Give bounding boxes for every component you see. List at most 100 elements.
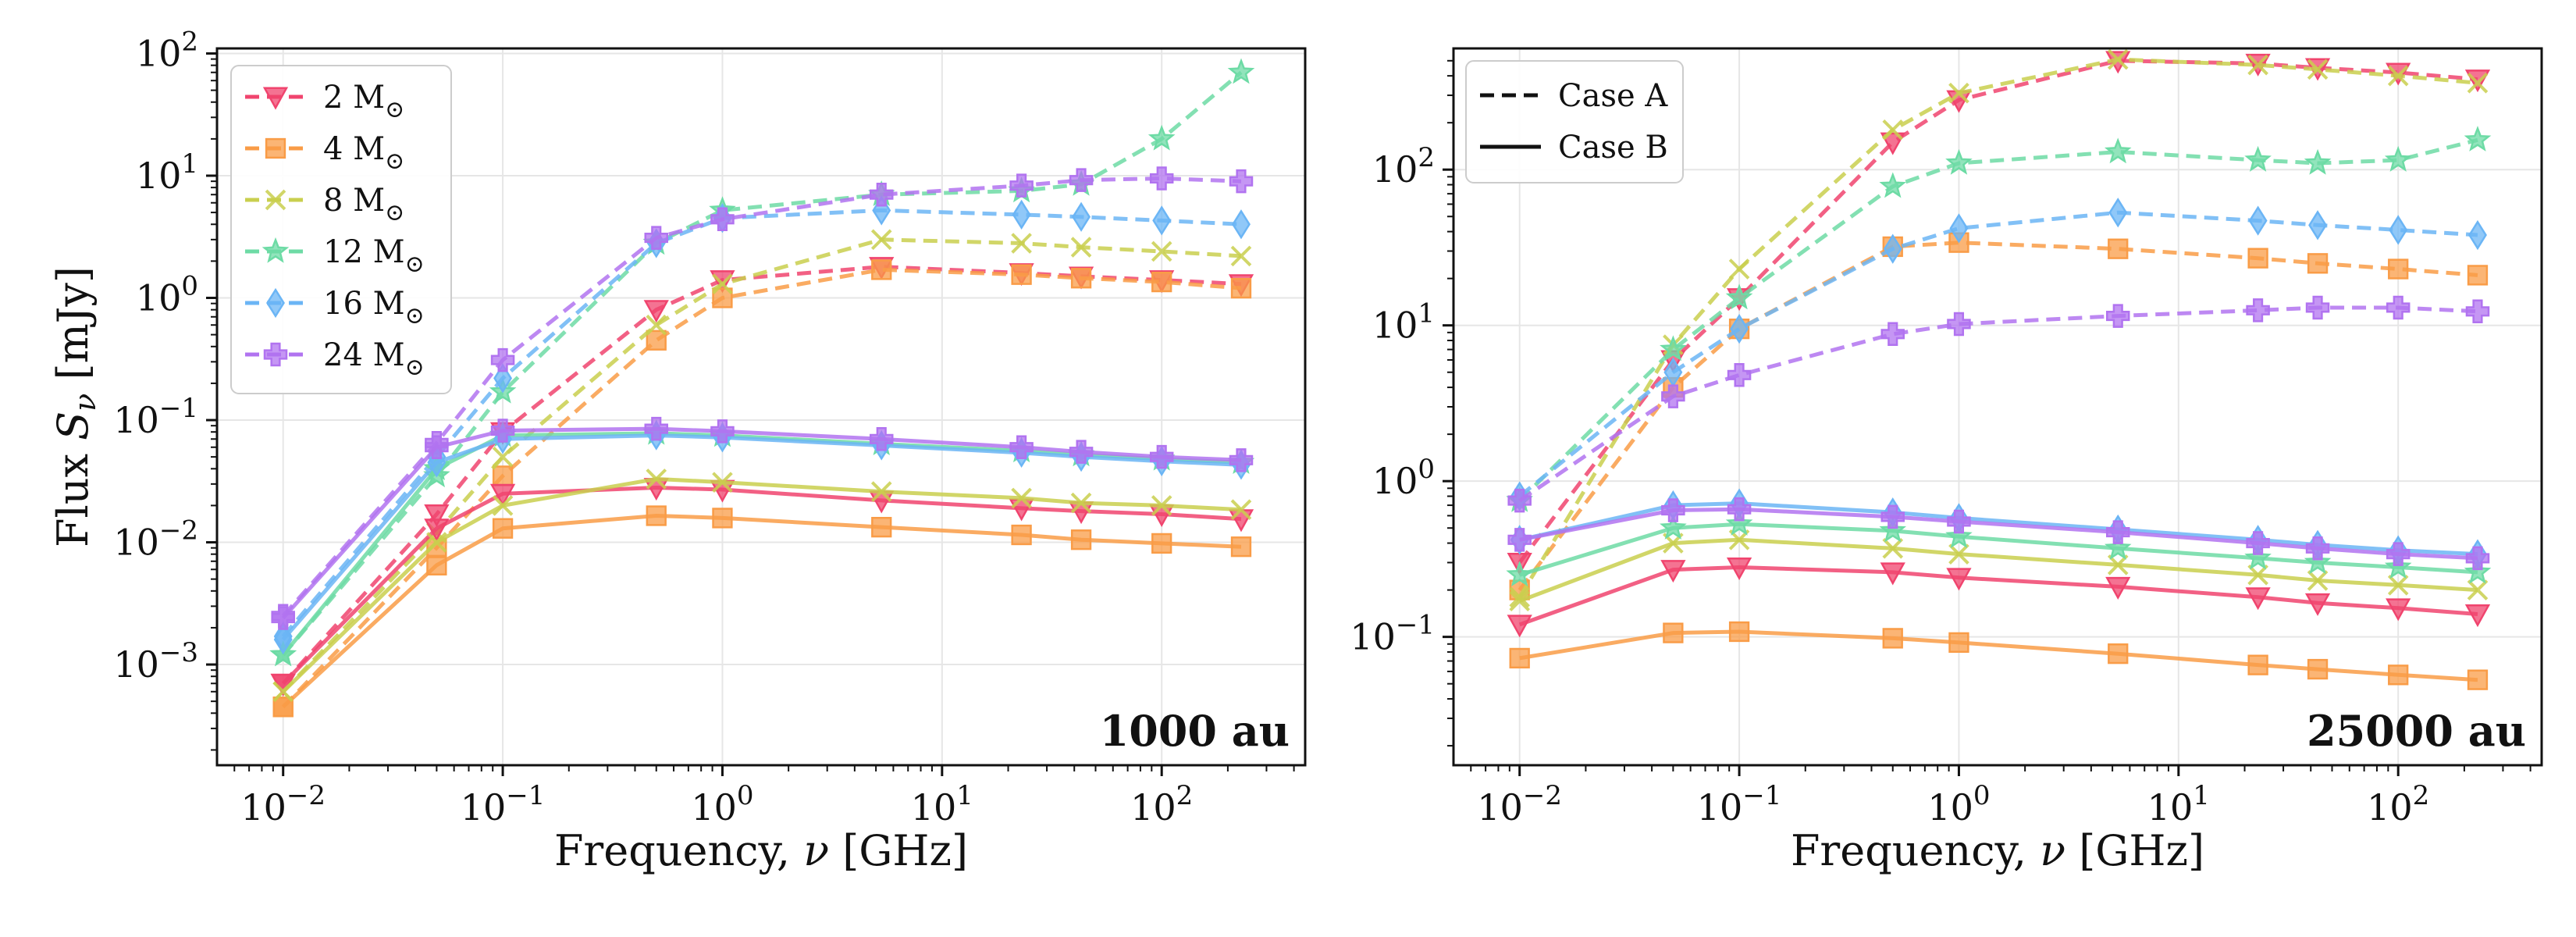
y-tick-label: 10−1	[1350, 610, 1435, 658]
marker-x	[646, 314, 667, 336]
marker-plus	[1229, 448, 1254, 472]
marker-plus	[710, 419, 735, 444]
series-line	[1517, 59, 2478, 565]
marker-x	[492, 495, 514, 516]
marker-square	[1663, 622, 1684, 643]
legend-label: 24 M⊙	[323, 337, 425, 381]
marker-plus	[1880, 504, 1905, 529]
marker-triangle-down	[2464, 604, 2491, 628]
grid	[1453, 48, 2542, 765]
marker-plus	[1661, 384, 1685, 408]
marker-star	[2105, 534, 2132, 561]
marker-star	[2304, 148, 2332, 175]
series-24mmsun-case-b	[1507, 497, 2490, 571]
marker-x	[1011, 487, 1032, 509]
marker-star	[262, 237, 290, 263]
marker-square	[2467, 669, 2489, 690]
marker-square	[265, 137, 286, 159]
marker-plus	[1009, 173, 1034, 198]
plot-frame	[1452, 47, 2543, 767]
marker-plus	[2386, 295, 2411, 320]
marker-square	[712, 508, 733, 529]
marker-square	[2388, 258, 2409, 280]
marker-square	[426, 554, 447, 575]
marker-triangle-down	[1726, 558, 1752, 581]
marker-square	[2388, 664, 2409, 686]
series-line	[1518, 565, 2478, 627]
marker-plus	[2106, 304, 2130, 328]
x-tick-label: 10−1	[1697, 780, 1782, 828]
series-line	[281, 208, 1242, 638]
series-line	[281, 265, 1242, 685]
marker-diamond	[1152, 205, 1172, 236]
marker-star	[1725, 510, 1753, 536]
marker-square	[2307, 253, 2329, 274]
marker-x	[2247, 54, 2268, 76]
marker-plus	[2465, 546, 2490, 571]
marker-x	[870, 229, 892, 251]
marker-plus	[644, 226, 668, 250]
marker-star	[1945, 148, 1973, 175]
marker-star	[2464, 558, 2492, 584]
legend-label: 12 M⊙	[323, 234, 425, 278]
marker-star	[2104, 137, 2132, 164]
marker-star	[2384, 145, 2412, 172]
marker-square	[1509, 647, 1530, 669]
marker-x	[1882, 537, 1904, 559]
marker-x	[1509, 590, 1531, 611]
series-group	[1506, 48, 2492, 690]
series-line	[281, 476, 1242, 693]
marker-square	[1882, 628, 1903, 649]
marker-square	[2247, 654, 2268, 675]
marker-plus	[2305, 536, 2330, 561]
series-2mmsun-case-b	[270, 478, 1254, 697]
series-line	[1517, 137, 2478, 502]
marker-square	[2467, 265, 2489, 286]
marker-x	[712, 273, 733, 294]
x-tick-label: 101	[2147, 780, 2210, 828]
marker-diamond	[266, 287, 285, 319]
legend-label: 16 M⊙	[323, 286, 425, 330]
marker-plus	[2386, 542, 2411, 566]
marker-plus	[1947, 509, 1971, 534]
marker-triangle-down	[2105, 576, 2131, 600]
legend-entry: 24 M⊙	[245, 337, 425, 381]
series-8mmsun-case-a	[1509, 48, 2489, 608]
series-8mmsun-case-b	[272, 468, 1252, 703]
marker-square	[1948, 632, 1969, 654]
marker-x	[1070, 492, 1092, 514]
marker-triangle-down	[2386, 598, 2411, 622]
marker-diamond	[1949, 213, 1969, 244]
legend-label: Case A	[1558, 78, 1668, 114]
x-tick-label: 102	[1130, 780, 1193, 828]
marker-plus	[1947, 312, 1971, 337]
marker-plus	[710, 207, 735, 232]
marker-x	[1151, 240, 1172, 262]
marker-star	[2304, 548, 2332, 575]
marker-square	[492, 518, 514, 539]
series-12mmsun-case-a	[1506, 126, 2492, 512]
series-line	[281, 237, 1242, 693]
marker-x	[2387, 575, 2409, 596]
marker-square	[2108, 643, 2129, 664]
legend-box	[1465, 60, 1684, 183]
marker-diamond	[2108, 198, 2128, 228]
marker-star	[1879, 516, 1907, 543]
marker-triangle-down	[1880, 562, 1905, 586]
marker-square	[1230, 536, 1252, 558]
series-24mmsun-case-b	[271, 416, 1254, 630]
marker-x	[1011, 233, 1032, 254]
marker-star	[1227, 58, 1255, 84]
marker-plus	[271, 606, 295, 630]
x-tick-label: 10−2	[240, 780, 326, 828]
x-tick-label: 102	[2367, 780, 2429, 828]
y-tick-label: 10−2	[113, 515, 198, 564]
x-tick-label: 10−1	[461, 780, 546, 828]
marker-plus	[1009, 435, 1034, 459]
legend: Case A Case B	[1465, 60, 1684, 183]
marker-x	[2107, 48, 2129, 70]
marker-plus	[490, 419, 515, 443]
marker-diamond	[1012, 199, 1031, 230]
legend-label: 4 M⊙	[323, 131, 404, 175]
marker-square	[1011, 524, 1032, 546]
